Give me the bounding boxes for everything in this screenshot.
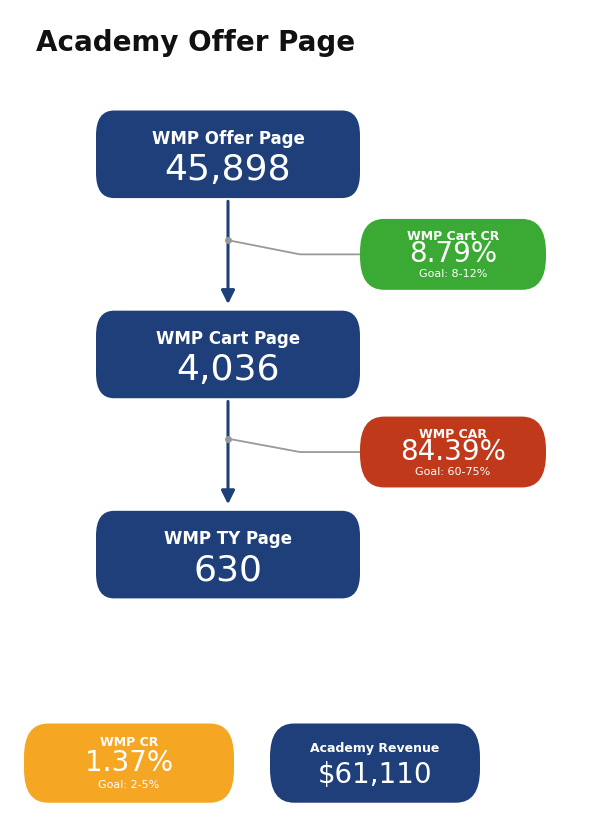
Text: $61,110: $61,110	[317, 761, 433, 789]
Text: 8.79%: 8.79%	[409, 240, 497, 269]
FancyBboxPatch shape	[24, 723, 234, 802]
Text: 630: 630	[193, 554, 263, 587]
Text: 45,898: 45,898	[164, 153, 292, 187]
Text: WMP TY Page: WMP TY Page	[164, 530, 292, 548]
FancyBboxPatch shape	[360, 416, 546, 487]
Text: Academy Revenue: Academy Revenue	[310, 742, 440, 756]
Text: WMP Cart CR: WMP Cart CR	[407, 230, 499, 244]
Text: 4,036: 4,036	[176, 354, 280, 387]
Text: Goal: 8-12%: Goal: 8-12%	[419, 269, 487, 279]
FancyBboxPatch shape	[96, 111, 360, 198]
FancyBboxPatch shape	[96, 510, 360, 599]
Text: 1.37%: 1.37%	[85, 749, 173, 777]
FancyBboxPatch shape	[360, 219, 546, 290]
FancyBboxPatch shape	[96, 311, 360, 399]
Text: 84.39%: 84.39%	[400, 438, 506, 466]
Text: WMP CR: WMP CR	[100, 736, 158, 749]
Text: WMP Cart Page: WMP Cart Page	[156, 329, 300, 348]
Text: Goal: 2-5%: Goal: 2-5%	[98, 781, 160, 791]
Text: Goal: 60-75%: Goal: 60-75%	[415, 467, 491, 477]
Text: WMP Offer Page: WMP Offer Page	[152, 129, 304, 148]
Text: Academy Offer Page: Academy Offer Page	[36, 29, 355, 58]
FancyBboxPatch shape	[270, 723, 480, 802]
Text: WMP CAR: WMP CAR	[419, 428, 487, 441]
